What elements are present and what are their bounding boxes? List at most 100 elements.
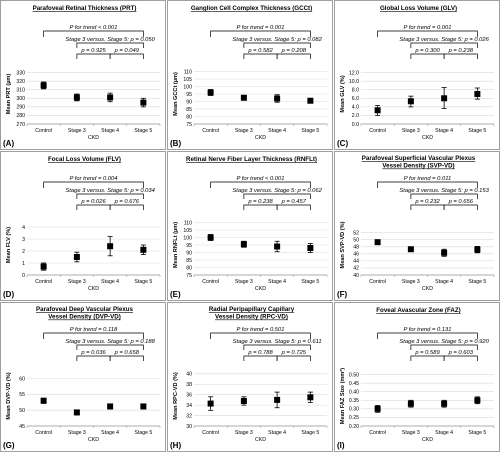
data-point (207, 234, 214, 241)
y-tick-label: 2 (22, 249, 25, 255)
data-point (140, 99, 147, 106)
p-value-annotation: p = 0.676 (114, 199, 140, 205)
y-tick-label: 0.40 (349, 390, 359, 396)
y-tick-label: 42 (353, 266, 359, 272)
y-tick-label: 320 (16, 79, 25, 85)
x-axis-label: CKD (88, 286, 99, 292)
data-point (73, 94, 80, 101)
y-tick-label: 1 (22, 261, 25, 267)
y-tick-label: 310 (16, 88, 25, 94)
chart-title: Parafoveal Deep Vascular Plexus (36, 306, 134, 313)
data-point (207, 89, 214, 96)
data-point (107, 403, 114, 410)
chart-panel: Foveal Avascular Zone (FAZ) 0.20 0.25 0.30 0… (334, 302, 500, 452)
stage-comparison-annotation: Stage 3 versus. Stage 5: p = 0.611 (233, 339, 322, 345)
data-point (73, 254, 80, 260)
stage-comparison-annotation: Stage 3 versus. Stage 5: p = 0.050 (65, 37, 155, 43)
p-value-annotation: p = 0.603 (448, 350, 474, 356)
data-point (240, 241, 247, 248)
panel-frame (167, 151, 333, 301)
x-tick-label: Stage 3 (235, 279, 253, 285)
panel-letter: (G) (3, 441, 15, 450)
x-tick-label: Stage 5 (301, 430, 319, 436)
significance-bracket (276, 355, 311, 361)
panel-frame (334, 302, 500, 452)
data-point (441, 249, 448, 256)
y-tick-label: 34 (186, 403, 192, 409)
y-tick-label: 90 (186, 99, 192, 105)
stage-comparison-annotation: Stage 3 versus. Stage 5: p = 0.082 (232, 37, 322, 43)
x-tick-label: Control (202, 128, 219, 134)
y-tick-label: 38 (186, 382, 192, 388)
y-tick-label: 95 (186, 243, 192, 249)
chart-panel: Ganglion Cell Complex Thickness (GCCt) 75… (167, 0, 333, 150)
x-axis-label: CKD (422, 286, 433, 292)
significance-bracket (410, 344, 478, 350)
y-tick-label: 75 (186, 122, 192, 128)
x-tick-label: Stage 3 (68, 279, 86, 285)
panel-letter: (H) (170, 441, 181, 450)
x-axis-label: CKD (255, 437, 266, 443)
data-point (407, 246, 414, 253)
x-tick-label: Control (202, 279, 219, 285)
y-tick-label: 55 (19, 392, 25, 398)
y-tick-label: 80 (186, 114, 192, 120)
y-axis-label: Mean PRT (µm) (6, 74, 12, 115)
y-tick-label: 40 (186, 372, 192, 378)
significance-bracket (210, 332, 311, 339)
x-tick-label: Stage 4 (268, 430, 286, 436)
x-tick-label: Stage 4 (435, 128, 453, 134)
x-tick-label: Stage 4 (101, 128, 119, 134)
panel-letter: (I) (337, 441, 345, 450)
y-tick-label: 300 (16, 96, 25, 102)
x-tick-label: Stage 3 (68, 430, 86, 436)
x-tick-label: Stage 4 (435, 279, 453, 285)
y-tick-label: 45 (19, 424, 25, 430)
x-axis-label: CKD (422, 437, 433, 443)
y-tick-label: 6.0 (352, 96, 359, 102)
data-point (274, 95, 281, 102)
y-tick-label: 330 (16, 70, 25, 76)
y-tick-label: 0 (22, 273, 25, 279)
x-tick-label: Stage 4 (101, 279, 119, 285)
trend-annotation: P for trend = 0.001 (404, 25, 452, 31)
x-tick-label: Stage 3 (235, 128, 253, 134)
x-tick-label: Stage 5 (301, 128, 319, 134)
chart-title: Parafoveal Superficial Vascular Plexus (362, 155, 476, 162)
y-tick-label: 60 (19, 376, 25, 382)
panel-frame (167, 0, 333, 150)
panel-frame (0, 302, 166, 452)
chart-title: Vessel Density (RPC-VD) (215, 314, 288, 321)
significance-bracket (43, 181, 144, 188)
data-point (107, 94, 114, 101)
p-value-annotation: p = 0.457 (281, 199, 307, 205)
y-tick-label: 4 (22, 225, 25, 231)
data-point (240, 397, 247, 404)
chart-title: Vessel Density (DVP-VD) (48, 314, 121, 321)
x-axis-label: CKD (255, 286, 266, 292)
p-value-annotation: p = 0.232 (414, 199, 440, 205)
p-value-annotation: p = 0.658 (114, 350, 140, 356)
x-tick-label: Stage 4 (268, 128, 286, 134)
significance-bracket (410, 42, 478, 48)
data-point (140, 246, 147, 253)
stage-comparison-annotation: Stage 3 versus. Stage 5: p = 0.062 (232, 188, 322, 194)
significance-bracket (109, 53, 144, 59)
trend-annotation: P for trend = 0.001 (237, 25, 285, 31)
y-tick-label: 30 (186, 424, 192, 430)
trend-annotation: P for trend < 0.001 (237, 176, 285, 182)
data-point (474, 91, 481, 97)
x-axis-label: CKD (255, 135, 266, 141)
data-point (441, 400, 448, 407)
significance-bracket (43, 30, 144, 37)
y-tick-label: 105 (183, 228, 192, 234)
x-tick-label: Stage 5 (468, 128, 486, 134)
data-point (374, 107, 381, 114)
y-tick-label: 2.0 (352, 113, 359, 119)
significance-bracket (43, 332, 144, 339)
y-axis-label: Mean GLV (%) (340, 75, 346, 112)
stage-comparison-annotation: Stage 3 versus. Stage 5: p = 0.034 (65, 188, 154, 194)
trend-annotation: P for trend = 0.118 (70, 327, 118, 333)
